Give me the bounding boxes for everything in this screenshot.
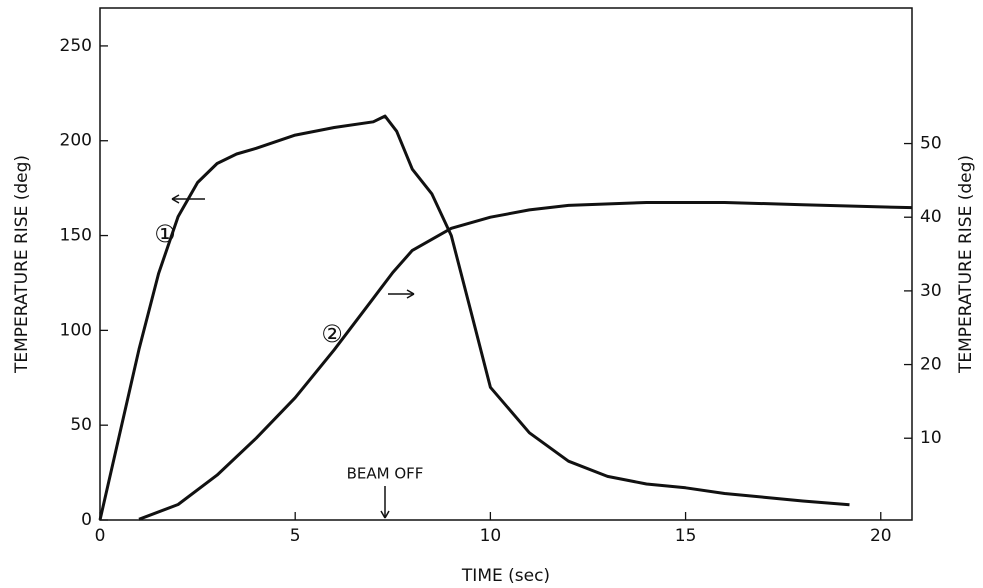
y-tick-label: 150 [60,226,92,246]
x-tick-label: 15 [675,526,697,546]
y-tick-label: 100 [60,320,92,340]
y-tick-label: 250 [60,36,92,56]
arrow-head [380,510,390,519]
curve [138,201,913,521]
x-tick-label: 5 [290,526,301,546]
y2-axis-label: TEMPERATURE RISE (deg) [956,155,976,374]
y2-tick-label: 20 [920,355,942,375]
y-axis-label: TEMPERATURE RISE (deg) [12,155,32,374]
arrow-head [406,289,415,299]
x-tick-label: 0 [95,526,106,546]
y2-tick-label: 30 [920,281,942,301]
x-tick-label: 10 [480,526,502,546]
x-axis-label: TIME (sec) [461,566,550,586]
y-tick-label: 50 [70,415,92,435]
annotation: ① [154,220,176,248]
arrow-head [171,194,180,204]
y2-tick-label: 10 [920,428,942,448]
annotation: ② [321,320,343,348]
curve [98,114,850,521]
y-tick-label: 0 [81,510,92,530]
x-tick-label: 20 [870,526,892,546]
annotation: BEAM OFF [347,465,424,483]
y2-tick-label: 40 [920,207,942,227]
y2-tick-label: 50 [920,134,942,154]
y-tick-label: 200 [60,131,92,151]
plot-frame [99,7,913,521]
